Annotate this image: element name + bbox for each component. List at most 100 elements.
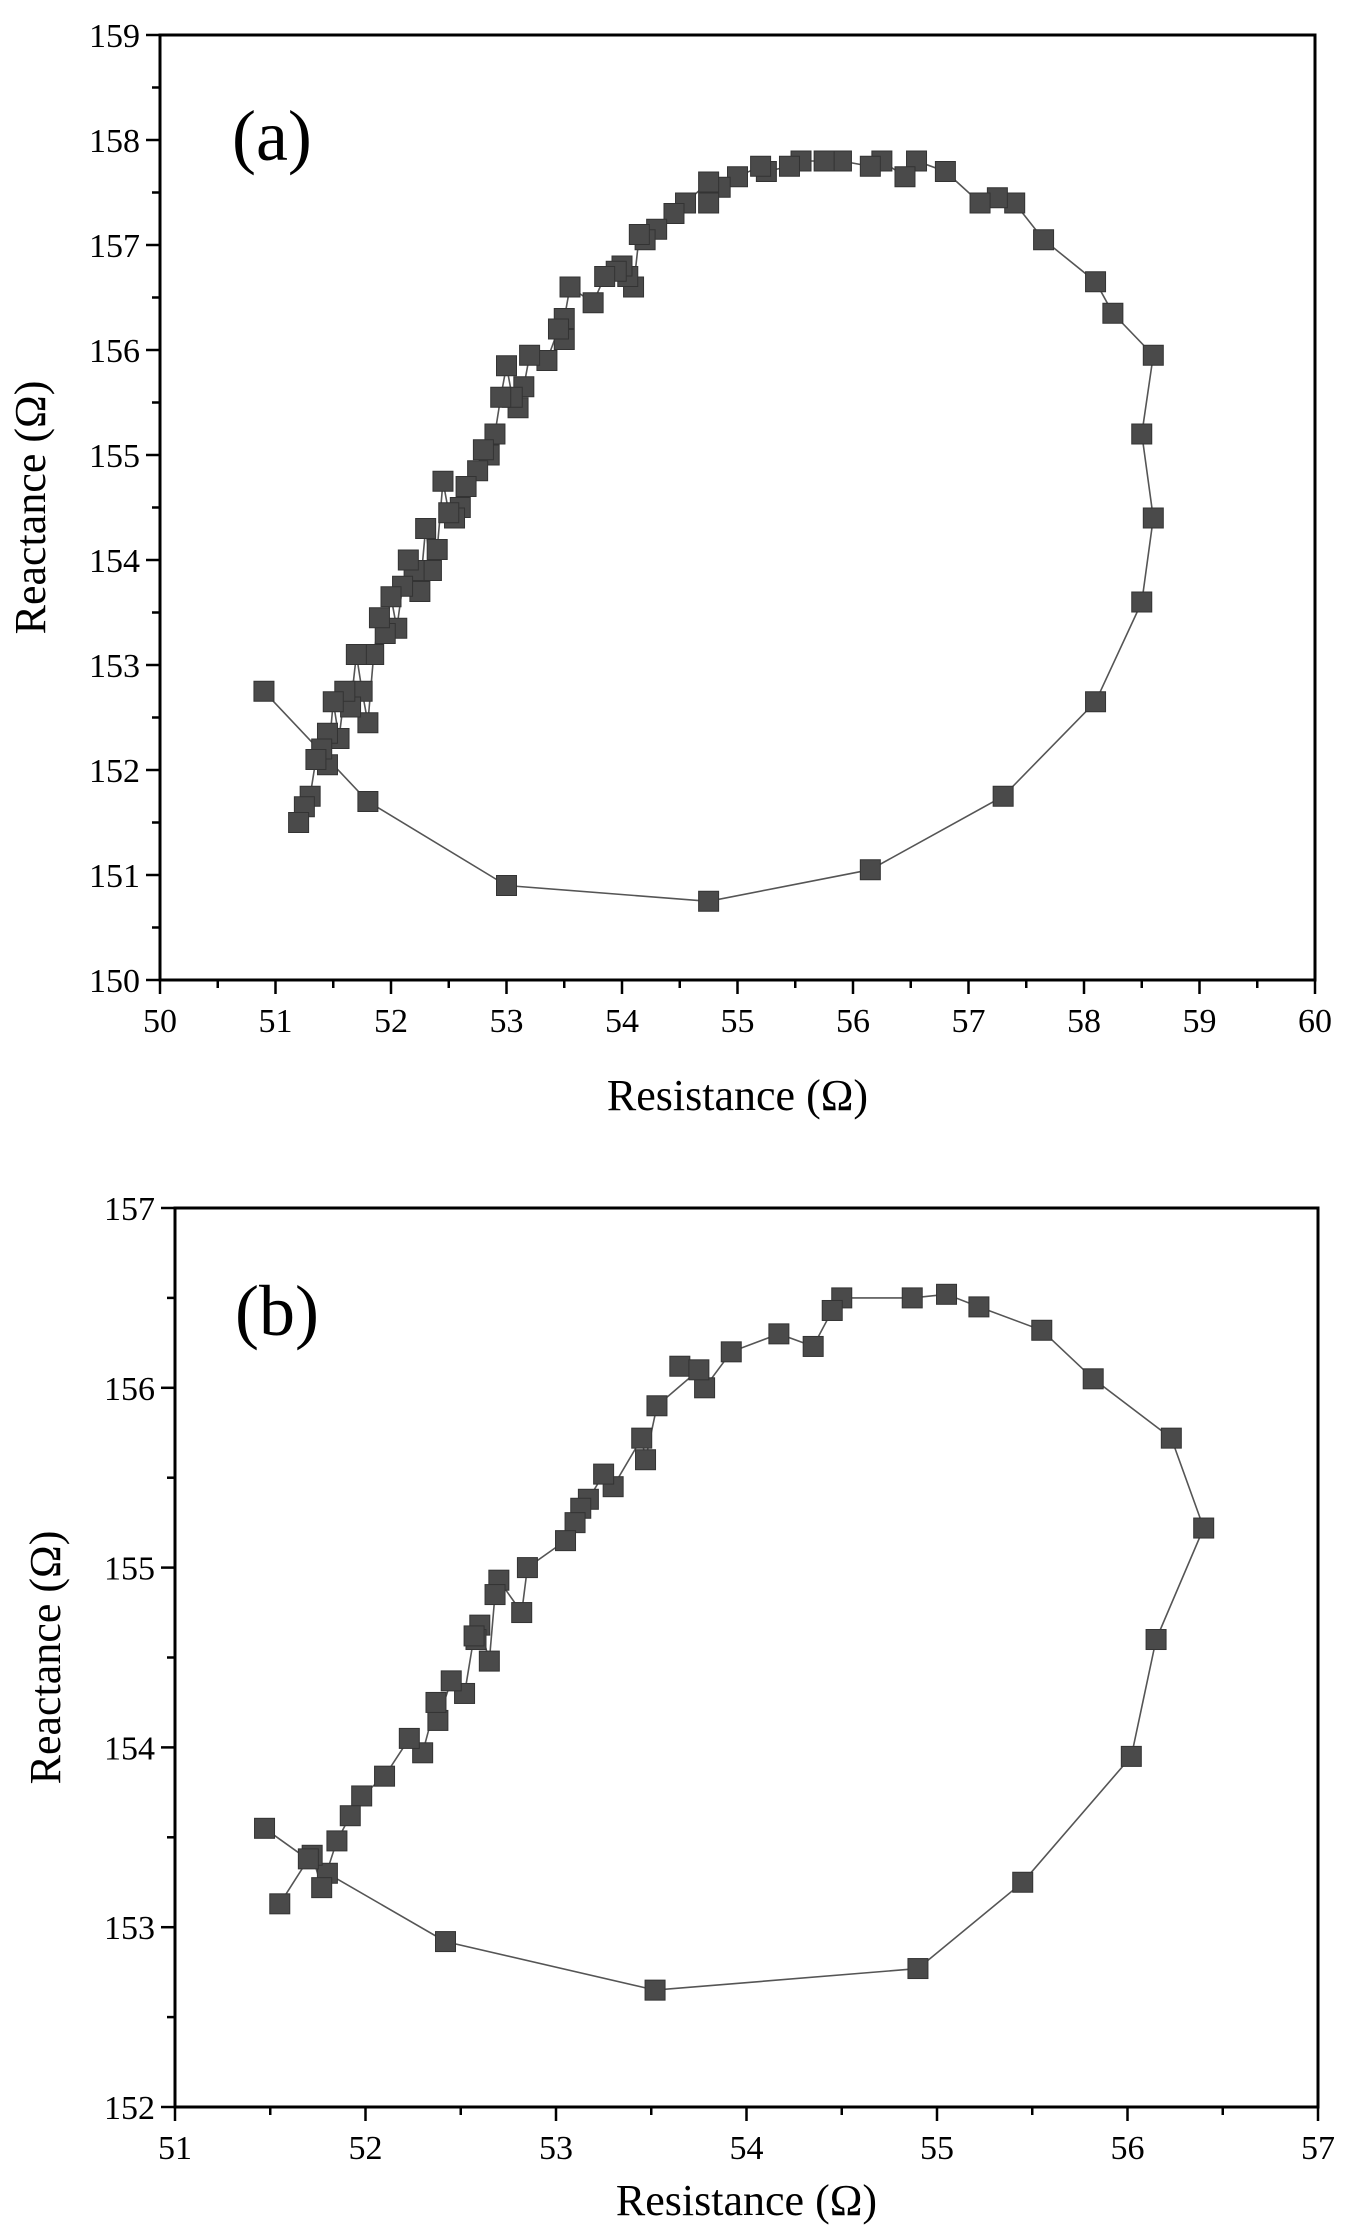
data-point (516, 1557, 538, 1579)
data-point (698, 192, 720, 214)
y-tick-label: 153 (89, 648, 140, 685)
data-point (496, 355, 517, 377)
y-tick-label: 155 (104, 1551, 155, 1588)
data-point (254, 1817, 276, 1839)
data-point (644, 1979, 666, 2001)
y-axis-title-b: Reactance (Ω) (21, 1531, 70, 1785)
data-point (368, 607, 390, 629)
data-point (397, 549, 419, 571)
data-point (288, 812, 310, 833)
data-point (594, 266, 616, 287)
x-tick-label: 50 (143, 1003, 177, 1040)
data-point (1082, 1368, 1104, 1390)
data-point (802, 1335, 824, 1357)
x-tick-label: 53 (490, 1003, 524, 1040)
data-point (936, 1283, 958, 1305)
x-tick-label: 58 (1067, 1003, 1101, 1040)
x-tick-label: 54 (605, 1003, 639, 1040)
data-point (269, 1893, 291, 1915)
y-tick-label: 156 (89, 333, 140, 370)
data-point (432, 470, 454, 492)
plot-frame-b (173, 1206, 1320, 2109)
data-point (380, 586, 402, 608)
data-point (906, 150, 928, 172)
x-tick-label: 54 (730, 2130, 764, 2167)
data-point (1142, 507, 1164, 529)
data-point (297, 1848, 319, 1870)
data-point (1012, 1871, 1034, 1893)
data-point (322, 691, 344, 713)
data-point (698, 171, 720, 193)
data-point (440, 1670, 462, 1692)
data-point (463, 1625, 485, 1647)
y-tick-label: 156 (104, 1371, 155, 1408)
data-point (969, 192, 991, 214)
data-point (968, 1296, 990, 1318)
data-point (646, 1395, 668, 1417)
data-point (768, 1323, 790, 1345)
y-tick-label: 157 (104, 1191, 155, 1228)
data-point (374, 1765, 396, 1787)
data-point (1193, 1517, 1215, 1539)
data-point (698, 890, 720, 912)
data-point (357, 791, 379, 812)
data-point (821, 1299, 843, 1321)
x-tick-label: 60 (1298, 1003, 1332, 1040)
data-point (631, 1427, 653, 1449)
data-point (496, 875, 517, 896)
data-point (1160, 1427, 1182, 1449)
data-point (1120, 1745, 1142, 1767)
data-point (992, 785, 1014, 807)
data-point (934, 161, 956, 182)
x-tick-label: 51 (259, 1003, 293, 1040)
data-point (253, 680, 275, 702)
x-axis-title-b: Resistance (Ω) (616, 2176, 877, 2225)
data-point (415, 518, 437, 539)
data-point (635, 1449, 657, 1471)
y-tick-label: 153 (104, 1910, 155, 1947)
data-point (907, 1958, 929, 1980)
x-tick-label: 56 (1111, 2130, 1145, 2167)
data-point (663, 203, 685, 224)
data-point (750, 155, 772, 177)
data-point (519, 344, 541, 366)
data-point (894, 166, 916, 188)
y-tick-label: 157 (89, 228, 140, 265)
data-point (435, 1931, 457, 1953)
panel-label-a: (a) (232, 96, 312, 176)
y-tick-label: 150 (89, 963, 140, 1000)
x-tick-label: 57 (952, 1003, 986, 1040)
data-point (1085, 271, 1107, 293)
data-point (426, 539, 448, 560)
series-a (253, 150, 1164, 912)
data-point (305, 749, 327, 770)
data-point (720, 1341, 742, 1363)
data-point (628, 224, 650, 245)
y-tick-label: 154 (104, 1730, 155, 1767)
data-point (1102, 302, 1124, 324)
x-tick-label: 59 (1183, 1003, 1217, 1040)
y-tick-label: 152 (104, 2090, 155, 2127)
x-tick-label: 52 (349, 2130, 383, 2167)
panel-b: 51 52 53 54 55 56 57 152 153 154 155 156 157 (b) Res… (21, 1191, 1335, 2225)
data-point (669, 1355, 691, 1377)
data-point (1033, 229, 1055, 251)
data-point (559, 276, 581, 298)
x-tick-label: 56 (836, 1003, 870, 1040)
data-point (547, 318, 569, 340)
series-b (254, 1283, 1215, 2001)
data-point (859, 859, 881, 881)
y-axis-title-a: Reactance (Ω) (6, 381, 55, 635)
data-point (425, 1691, 447, 1713)
series-line (264, 1293, 1205, 1991)
data-point (326, 1830, 348, 1852)
data-point (1085, 691, 1107, 713)
y-tick-label: 158 (89, 123, 140, 160)
y-tick-label: 152 (89, 753, 140, 790)
data-point (398, 1727, 420, 1749)
data-point (455, 476, 477, 497)
data-point (901, 1287, 923, 1309)
panel-a: 50 51 52 53 54 55 56 57 58 59 60 150 151 152 153 154 155… (6, 18, 1332, 1120)
data-point (582, 292, 604, 314)
